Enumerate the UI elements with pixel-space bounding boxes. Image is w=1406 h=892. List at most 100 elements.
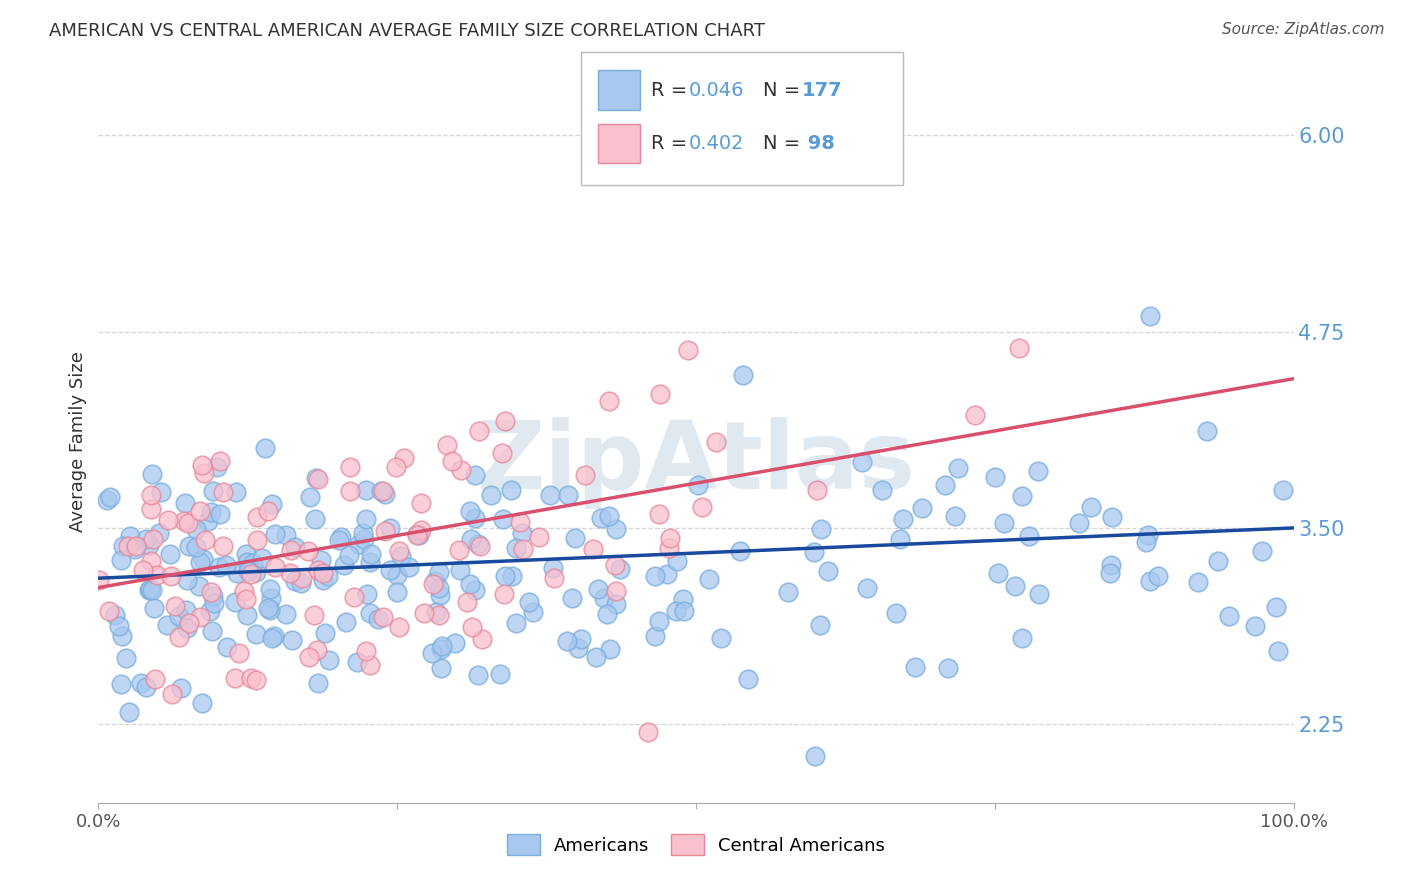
Point bbox=[354, 511, 377, 525]
Point bbox=[637, 725, 659, 739]
Text: 98: 98 bbox=[801, 134, 835, 153]
Point bbox=[710, 631, 733, 645]
Point bbox=[557, 488, 579, 502]
Point bbox=[335, 615, 357, 629]
Point bbox=[188, 610, 211, 624]
Point bbox=[201, 589, 224, 603]
Point bbox=[467, 667, 489, 681]
Point bbox=[505, 615, 527, 630]
Point bbox=[1187, 575, 1209, 590]
Point bbox=[314, 626, 336, 640]
Point bbox=[1271, 483, 1294, 497]
Point bbox=[436, 438, 458, 452]
Point bbox=[240, 672, 263, 686]
Point bbox=[332, 558, 354, 572]
Point bbox=[1243, 619, 1265, 633]
Point bbox=[111, 539, 134, 553]
Point bbox=[450, 463, 472, 477]
Point bbox=[142, 533, 165, 547]
Point bbox=[392, 451, 415, 466]
Point bbox=[197, 514, 219, 528]
Point bbox=[458, 577, 481, 591]
Point bbox=[464, 510, 486, 524]
Point bbox=[117, 539, 139, 553]
Point bbox=[246, 510, 269, 524]
Point bbox=[650, 386, 672, 401]
Point bbox=[443, 636, 465, 650]
Point bbox=[89, 573, 111, 587]
Text: R =: R = bbox=[651, 134, 693, 153]
Point bbox=[307, 676, 329, 690]
Text: 0.402: 0.402 bbox=[689, 134, 744, 153]
Point bbox=[374, 487, 396, 501]
Point bbox=[1267, 644, 1289, 658]
Point bbox=[447, 542, 470, 557]
Y-axis label: Average Family Size: Average Family Size bbox=[69, 351, 87, 532]
Point bbox=[129, 676, 152, 690]
Point bbox=[224, 595, 246, 609]
Point bbox=[599, 641, 621, 656]
Point bbox=[1218, 609, 1240, 624]
Point bbox=[585, 649, 607, 664]
Point bbox=[406, 527, 429, 541]
Point bbox=[291, 570, 314, 584]
Point bbox=[492, 512, 515, 526]
Text: N =: N = bbox=[763, 80, 807, 100]
Point bbox=[479, 488, 502, 502]
Point bbox=[135, 532, 157, 546]
Point bbox=[456, 595, 478, 609]
Point bbox=[209, 454, 232, 468]
Point bbox=[150, 484, 173, 499]
Point bbox=[1206, 554, 1229, 568]
Point bbox=[346, 656, 368, 670]
Point bbox=[200, 505, 222, 519]
Point bbox=[245, 565, 267, 579]
Point bbox=[110, 553, 132, 567]
Point bbox=[522, 606, 544, 620]
Point bbox=[274, 527, 297, 541]
Point bbox=[371, 484, 394, 499]
Point bbox=[96, 492, 118, 507]
Point bbox=[492, 587, 515, 601]
Point bbox=[856, 581, 879, 595]
Point bbox=[124, 541, 146, 556]
Point bbox=[385, 567, 408, 582]
Point bbox=[202, 596, 225, 610]
Point bbox=[596, 607, 619, 622]
Point bbox=[644, 568, 666, 582]
Point bbox=[464, 467, 486, 482]
Point bbox=[803, 545, 825, 559]
Point bbox=[263, 629, 285, 643]
Point bbox=[188, 555, 211, 569]
Point bbox=[598, 393, 620, 408]
Point bbox=[491, 446, 513, 460]
Point bbox=[672, 592, 695, 607]
Point bbox=[420, 646, 443, 660]
Point bbox=[104, 608, 127, 623]
Point bbox=[187, 579, 209, 593]
Point bbox=[987, 566, 1010, 581]
Point bbox=[776, 584, 799, 599]
Point bbox=[461, 620, 484, 634]
Point bbox=[467, 536, 489, 550]
Point bbox=[430, 661, 453, 675]
Point bbox=[146, 568, 169, 582]
Point bbox=[298, 491, 321, 505]
Point bbox=[471, 632, 494, 646]
Point bbox=[297, 543, 319, 558]
Point bbox=[1080, 500, 1102, 514]
Point bbox=[260, 591, 283, 605]
Point bbox=[605, 522, 627, 536]
Point bbox=[142, 601, 165, 615]
Point bbox=[111, 629, 134, 643]
Point bbox=[262, 631, 284, 645]
Point bbox=[257, 504, 280, 518]
Point bbox=[658, 541, 681, 556]
Point bbox=[468, 424, 491, 438]
Point bbox=[422, 577, 444, 591]
Point bbox=[242, 556, 264, 570]
Point bbox=[911, 500, 934, 515]
Point bbox=[217, 640, 239, 654]
Point bbox=[429, 642, 451, 657]
Point bbox=[118, 705, 141, 719]
